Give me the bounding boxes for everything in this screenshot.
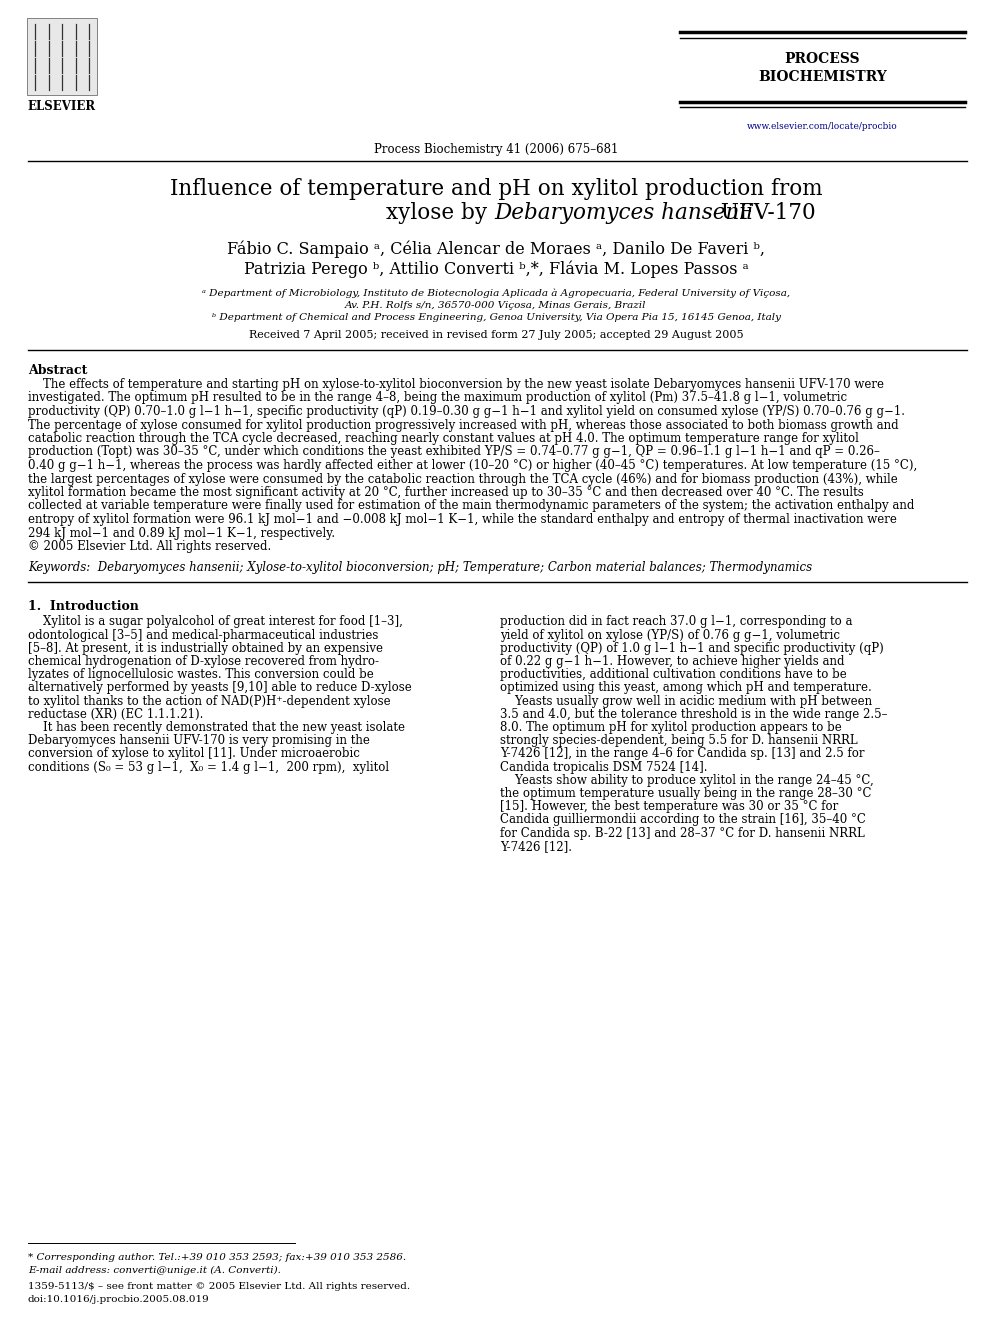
Text: for Candida sp. B-22 [13] and 28–37 °C for D. hansenii NRRL: for Candida sp. B-22 [13] and 28–37 °C f… bbox=[500, 827, 865, 840]
Text: 8.0. The optimum pH for xylitol production appears to be: 8.0. The optimum pH for xylitol producti… bbox=[500, 721, 842, 734]
Text: The effects of temperature and starting pH on xylose-to-xylitol bioconversion by: The effects of temperature and starting … bbox=[28, 378, 884, 392]
Text: Debaryomyces hansenii: Debaryomyces hansenii bbox=[494, 202, 753, 224]
Text: the optimum temperature usually being in the range 28–30 °C: the optimum temperature usually being in… bbox=[500, 787, 872, 800]
Text: 1359-5113/$ – see front matter © 2005 Elsevier Ltd. All rights reserved.: 1359-5113/$ – see front matter © 2005 El… bbox=[28, 1282, 410, 1291]
Text: productivities, additional cultivation conditions have to be: productivities, additional cultivation c… bbox=[500, 668, 847, 681]
Text: Av. P.H. Rolfs s/n, 36570-000 Viçosa, Minas Gerais, Brazil: Av. P.H. Rolfs s/n, 36570-000 Viçosa, Mi… bbox=[345, 302, 647, 310]
Text: ᵃ Department of Microbiology, Instituto de Biotecnologia Aplicada à Agropecuaria: ᵃ Department of Microbiology, Instituto … bbox=[202, 288, 790, 298]
Text: xylose by: xylose by bbox=[386, 202, 494, 224]
Text: Candida guilliermondii according to the strain [16], 35–40 °C: Candida guilliermondii according to the … bbox=[500, 814, 866, 827]
Text: Y-7426 [12].: Y-7426 [12]. bbox=[500, 840, 572, 853]
Text: Xylitol is a sugar polyalcohol of great interest for food [1–3],: Xylitol is a sugar polyalcohol of great … bbox=[28, 615, 403, 628]
Text: © 2005 Elsevier Ltd. All rights reserved.: © 2005 Elsevier Ltd. All rights reserved… bbox=[28, 540, 271, 553]
Text: 0.40 g g−1 h−1, whereas the process was hardly affected either at lower (10–20 °: 0.40 g g−1 h−1, whereas the process was … bbox=[28, 459, 918, 472]
Text: yield of xylitol on xylose (YP/S) of 0.76 g g−1, volumetric: yield of xylitol on xylose (YP/S) of 0.7… bbox=[500, 628, 840, 642]
Text: * Corresponding author. Tel.:+39 010 353 2593; fax:+39 010 353 2586.: * Corresponding author. Tel.:+39 010 353… bbox=[28, 1253, 406, 1262]
Text: reductase (XR) (EC 1.1.1.21).: reductase (XR) (EC 1.1.1.21). bbox=[28, 708, 203, 721]
Text: Debaryomyces hansenii UFV-170 is very promising in the: Debaryomyces hansenii UFV-170 is very pr… bbox=[28, 734, 370, 747]
Text: Candida tropicalis DSM 7524 [14].: Candida tropicalis DSM 7524 [14]. bbox=[500, 761, 707, 774]
Text: strongly species-dependent, being 5.5 for D. hansenii NRRL: strongly species-dependent, being 5.5 fo… bbox=[500, 734, 858, 747]
Text: to xylitol thanks to the action of NAD(P)H⁺-dependent xylose: to xylitol thanks to the action of NAD(P… bbox=[28, 695, 391, 708]
Text: 3.5 and 4.0, but the tolerance threshold is in the wide range 2.5–: 3.5 and 4.0, but the tolerance threshold… bbox=[500, 708, 888, 721]
Text: production (Topt) was 30–35 °C, under which conditions the yeast exhibited YP/S : production (Topt) was 30–35 °C, under wh… bbox=[28, 446, 880, 459]
Text: production did in fact reach 37.0 g l−1, corresponding to a: production did in fact reach 37.0 g l−1,… bbox=[500, 615, 852, 628]
Text: optimized using this yeast, among which pH and temperature.: optimized using this yeast, among which … bbox=[500, 681, 872, 695]
Text: entropy of xylitol formation were 96.1 kJ mol−1 and −0.008 kJ mol−1 K−1, while t: entropy of xylitol formation were 96.1 k… bbox=[28, 513, 897, 527]
Text: Fábio C. Sampaio ᵃ, Célia Alencar de Moraes ᵃ, Danilo De Faveri ᵇ,: Fábio C. Sampaio ᵃ, Célia Alencar de Mor… bbox=[227, 241, 765, 258]
Text: UFV-170: UFV-170 bbox=[714, 202, 815, 224]
Text: doi:10.1016/j.procbio.2005.08.019: doi:10.1016/j.procbio.2005.08.019 bbox=[28, 1295, 209, 1304]
Text: Process Biochemistry 41 (2006) 675–681: Process Biochemistry 41 (2006) 675–681 bbox=[374, 143, 618, 156]
Text: It has been recently demonstrated that the new yeast isolate: It has been recently demonstrated that t… bbox=[28, 721, 405, 734]
Text: ᵇ Department of Chemical and Process Engineering, Genoa University, Via Opera Pi: ᵇ Department of Chemical and Process Eng… bbox=[211, 314, 781, 321]
Text: odontological [3–5] and medical-pharmaceutical industries: odontological [3–5] and medical-pharmace… bbox=[28, 628, 378, 642]
Text: ELSEVIER: ELSEVIER bbox=[28, 101, 96, 112]
Text: Patrizia Perego ᵇ, Attilio Converti ᵇ,*, Flávia M. Lopes Passos ᵃ: Patrizia Perego ᵇ, Attilio Converti ᵇ,*,… bbox=[244, 261, 748, 279]
Text: conversion of xylose to xylitol [11]. Under microaerobic: conversion of xylose to xylitol [11]. Un… bbox=[28, 747, 360, 761]
Text: E-mail address: converti@unige.it (A. Converti).: E-mail address: converti@unige.it (A. Co… bbox=[28, 1266, 281, 1275]
Text: of 0.22 g g−1 h−1. However, to achieve higher yields and: of 0.22 g g−1 h−1. However, to achieve h… bbox=[500, 655, 844, 668]
Text: Influence of temperature and pH on xylitol production from: Influence of temperature and pH on xylit… bbox=[170, 179, 822, 200]
Text: [5–8]. At present, it is industrially obtained by an expensive: [5–8]. At present, it is industrially ob… bbox=[28, 642, 383, 655]
Text: Yeasts usually grow well in acidic medium with pH between: Yeasts usually grow well in acidic mediu… bbox=[500, 695, 872, 708]
Text: Keywords:  Debaryomyces hansenii; Xylose-to-xylitol bioconversion; pH; Temperatu: Keywords: Debaryomyces hansenii; Xylose-… bbox=[28, 561, 812, 574]
Text: investigated. The optimum pH resulted to be in the range 4–8, being the maximum : investigated. The optimum pH resulted to… bbox=[28, 392, 847, 405]
Text: conditions (S₀ = 53 g l−1,  X₀ = 1.4 g l−1,  200 rpm),  xylitol: conditions (S₀ = 53 g l−1, X₀ = 1.4 g l−… bbox=[28, 761, 389, 774]
Text: chemical hydrogenation of D-xylose recovered from hydro-: chemical hydrogenation of D-xylose recov… bbox=[28, 655, 379, 668]
Text: The percentage of xylose consumed for xylitol production progressively increased: The percentage of xylose consumed for xy… bbox=[28, 418, 899, 431]
Text: Abstract: Abstract bbox=[28, 364, 87, 377]
Text: catabolic reaction through the TCA cycle decreased, reaching nearly constant val: catabolic reaction through the TCA cycle… bbox=[28, 433, 859, 445]
Text: xylitol formation became the most significant activity at 20 °C, further increas: xylitol formation became the most signif… bbox=[28, 486, 864, 499]
Text: PROCESS: PROCESS bbox=[785, 52, 860, 66]
Text: Received 7 April 2005; received in revised form 27 July 2005; accepted 29 August: Received 7 April 2005; received in revis… bbox=[249, 329, 743, 340]
Text: Y-7426 [12], in the range 4–6 for Candida sp. [13] and 2.5 for: Y-7426 [12], in the range 4–6 for Candid… bbox=[500, 747, 864, 761]
Text: productivity (QP) of 1.0 g l−1 h−1 and specific productivity (qP): productivity (QP) of 1.0 g l−1 h−1 and s… bbox=[500, 642, 884, 655]
Text: www.elsevier.com/locate/procbio: www.elsevier.com/locate/procbio bbox=[747, 122, 898, 131]
Text: the largest percentages of xylose were consumed by the catabolic reaction throug: the largest percentages of xylose were c… bbox=[28, 472, 898, 486]
Text: 294 kJ mol−1 and 0.89 kJ mol−1 K−1, respectively.: 294 kJ mol−1 and 0.89 kJ mol−1 K−1, resp… bbox=[28, 527, 335, 540]
Text: Yeasts show ability to produce xylitol in the range 24–45 °C,: Yeasts show ability to produce xylitol i… bbox=[500, 774, 874, 787]
Text: BIOCHEMISTRY: BIOCHEMISTRY bbox=[758, 70, 887, 83]
Bar bbox=[27, 19, 97, 95]
Text: alternatively performed by yeasts [9,10] able to reduce D-xylose: alternatively performed by yeasts [9,10]… bbox=[28, 681, 412, 695]
Text: lyzates of lignocellulosic wastes. This conversion could be: lyzates of lignocellulosic wastes. This … bbox=[28, 668, 374, 681]
Text: [15]. However, the best temperature was 30 or 35 °C for: [15]. However, the best temperature was … bbox=[500, 800, 838, 814]
Text: 1.  Introduction: 1. Introduction bbox=[28, 599, 139, 613]
Text: collected at variable temperature were finally used for estimation of the main t: collected at variable temperature were f… bbox=[28, 500, 915, 512]
Text: productivity (QP) 0.70–1.0 g l−1 h−1, specific productivity (qP) 0.19–0.30 g g−1: productivity (QP) 0.70–1.0 g l−1 h−1, sp… bbox=[28, 405, 905, 418]
